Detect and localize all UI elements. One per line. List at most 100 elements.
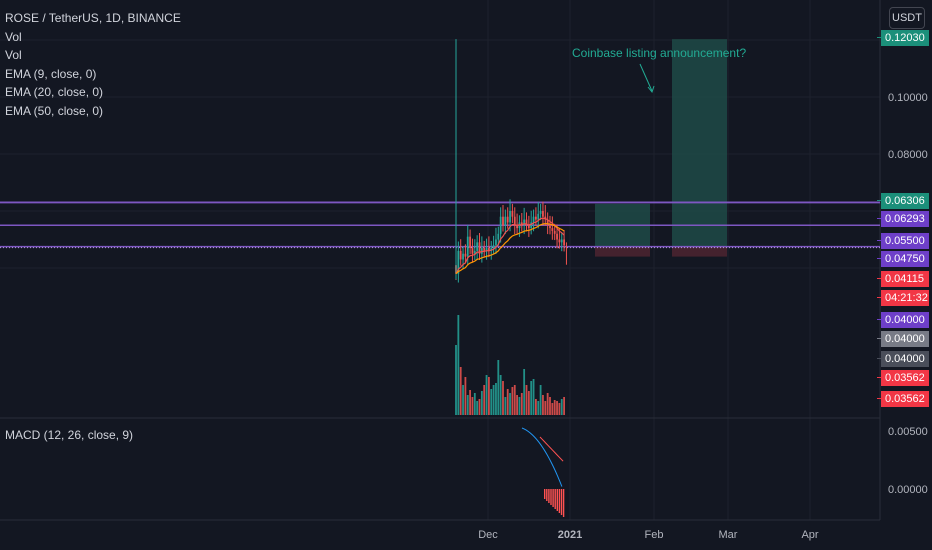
candle-body <box>495 239 497 246</box>
volume-bar <box>509 393 511 415</box>
volume-bar <box>457 315 460 415</box>
volume-bar <box>459 367 462 415</box>
volume-bar <box>469 390 471 415</box>
candle-body <box>457 250 460 274</box>
time-tick-label: Feb <box>645 529 664 541</box>
currency-button[interactable]: USDT <box>889 7 925 29</box>
volume-bar <box>537 401 540 415</box>
candle-body <box>527 225 530 229</box>
volume-bar <box>455 345 457 415</box>
time-tick-label: Apr <box>801 529 818 541</box>
candle-body <box>459 250 462 260</box>
candle-body <box>471 248 474 254</box>
target-zone-second <box>672 39 727 247</box>
grid <box>0 0 881 521</box>
candle-body <box>469 236 471 249</box>
volume-bar <box>525 385 528 415</box>
price-tag: 0.04000 <box>877 312 929 328</box>
candle-body <box>549 225 551 229</box>
macd-histogram-bar <box>546 489 548 501</box>
volume-bar <box>485 375 488 415</box>
candle-body <box>504 216 507 226</box>
price-tick-label: 0.10000 <box>888 92 928 104</box>
price-tag: 0.06306 <box>877 193 929 209</box>
candle-body <box>492 245 495 249</box>
volume-bar <box>516 395 518 415</box>
volume-bar <box>513 385 516 415</box>
annotation-arrow <box>639 63 653 92</box>
price-tag: 0.04115 <box>877 271 929 287</box>
volume-bars <box>455 315 565 415</box>
price-tag: 0.12030 <box>877 30 929 46</box>
price-tag: 0.04000 <box>877 351 929 367</box>
trade-zones <box>595 39 727 257</box>
candle-body <box>490 248 493 251</box>
ema-20-line <box>455 222 565 275</box>
candle-body <box>525 219 528 226</box>
candle-body <box>523 219 526 226</box>
macd-line <box>521 427 563 487</box>
candle-body <box>506 216 509 223</box>
volume-bar <box>504 397 507 415</box>
candle-body <box>476 242 479 251</box>
candle-body <box>497 233 500 240</box>
indicator-ema-20[interactable]: EMA (20, close, 0) <box>5 85 104 99</box>
volume-bar <box>506 389 509 415</box>
volume-bar <box>553 400 556 415</box>
indicator-vol-2[interactable]: Vol <box>5 48 22 62</box>
price-tag: 0.03562 <box>877 370 929 386</box>
stop-zone-first <box>595 246 650 257</box>
time-tick-label: Dec <box>478 529 498 541</box>
price-tick-label: 0.08000 <box>888 149 928 161</box>
candle-body <box>560 239 563 243</box>
macd-histogram-bar <box>548 489 550 503</box>
volume-bar <box>511 387 514 415</box>
macd-histogram-bar <box>558 489 561 513</box>
indicator-vol-1[interactable]: Vol <box>5 29 22 44</box>
candle-body <box>553 230 556 234</box>
volume-bar <box>539 385 542 415</box>
time-tick-label: 2021 <box>558 529 582 541</box>
candle-body <box>464 253 467 257</box>
volume-bar <box>490 389 493 415</box>
volume-bar <box>556 401 558 415</box>
indicator-ema-50[interactable]: EMA (50, close, 0) <box>5 103 104 118</box>
volume-bar <box>495 383 497 415</box>
volume-bar <box>478 399 481 415</box>
macd-histogram-bar <box>556 489 558 511</box>
volume-bar <box>480 391 483 415</box>
macd-histogram-bar <box>554 489 556 509</box>
candle-body <box>556 233 558 240</box>
candles <box>455 39 567 283</box>
candle-body <box>563 239 565 246</box>
candle-body <box>473 250 476 254</box>
candle-body <box>462 253 464 260</box>
volume-bar <box>497 360 500 415</box>
volume-bar <box>520 393 523 415</box>
candle-body <box>483 248 486 251</box>
macd-legend[interactable]: MACD (12, 26, close, 9) <box>5 428 134 442</box>
horizontal-levels <box>0 201 880 249</box>
price-tag: 0.04000 <box>877 331 929 347</box>
price-tag: 0.03562 <box>877 391 929 407</box>
volume-bar <box>502 381 504 415</box>
candle-body <box>546 219 549 226</box>
volume-bar <box>471 397 474 415</box>
candle-body <box>502 216 504 226</box>
annotation-text[interactable]: Coinbase listing announcement? <box>572 46 747 60</box>
volume-bar <box>488 377 490 415</box>
volume-bar <box>499 375 502 415</box>
price-tag: 0.05500 <box>877 233 929 249</box>
volume-bar <box>551 403 554 415</box>
volume-bar <box>544 401 547 415</box>
price-tag: 0.06293 <box>877 211 929 227</box>
indicator-ema-9[interactable]: EMA (9, close, 0) <box>5 66 97 81</box>
macd-tick-label: 0.00500 <box>888 426 928 438</box>
volume-bar <box>483 385 486 415</box>
macd-histogram-bar <box>552 489 554 507</box>
chart-title[interactable]: ROSE / TetherUS, 1D, BINANCE <box>5 11 181 25</box>
ema-lines <box>455 217 565 275</box>
macd-histogram-bar <box>560 489 563 515</box>
volume-bar <box>476 401 479 415</box>
